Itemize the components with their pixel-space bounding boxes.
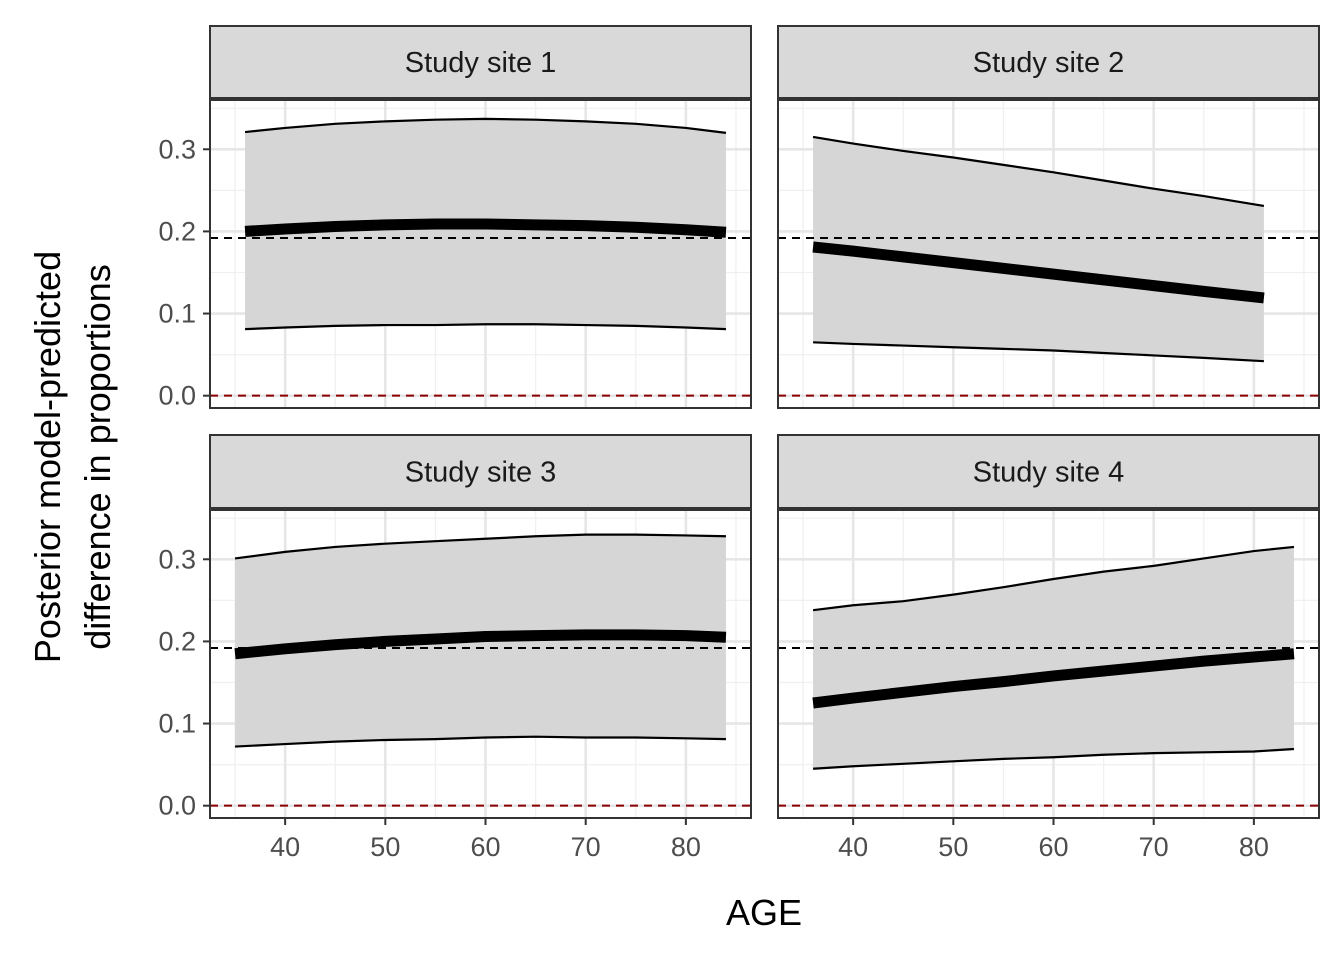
facet-strip	[777, 25, 1320, 99]
y-tick-label: 0.3	[158, 544, 196, 574]
y-axis-title-line-2: difference in proportions	[77, 264, 118, 650]
credible-interval-ribbon	[813, 546, 1294, 769]
facet-strip-label: Study site 2	[973, 47, 1125, 79]
facet-strip	[209, 25, 752, 99]
y-axis-title-line-1: Posterior model-predicted	[27, 251, 68, 663]
posterior-mean-line	[812, 241, 1265, 304]
x-tick-label: 60	[470, 832, 500, 862]
y-tick-label: 0.1	[158, 299, 196, 329]
x-tick-label: 40	[838, 832, 868, 862]
panel-border	[777, 509, 1320, 819]
credible-interval-ribbon	[813, 136, 1264, 362]
panel-border	[777, 99, 1320, 409]
y-tick-label: 0.2	[158, 626, 196, 656]
upper-bound-line	[812, 135, 1265, 208]
y-tick-label: 0.3	[158, 134, 196, 164]
panels-layer: Study site 1 Study site 2 Study site 3 Stud…	[209, 25, 1320, 819]
panel-1: Study site 1	[209, 25, 752, 409]
x-tick-label: 70	[1139, 832, 1169, 862]
facet-strip	[777, 434, 1320, 509]
x-tick-label: 80	[671, 832, 701, 862]
posterior-mean-line	[234, 629, 727, 660]
x-tick-label: 60	[1038, 832, 1068, 862]
y-tick-label: 0.2	[158, 216, 196, 246]
y-tick-label: 0.1	[158, 709, 196, 739]
upper-bound-line	[244, 117, 727, 134]
panel-4: Study site 4	[777, 434, 1320, 819]
panel-2: Study site 2	[777, 25, 1320, 409]
lower-bound-line	[812, 747, 1295, 770]
panel-border	[209, 509, 752, 819]
x-tick-label: 40	[270, 832, 300, 862]
x-tick-label: 80	[1239, 832, 1269, 862]
lower-bound-line	[813, 341, 1264, 363]
x-axis-title: AGE	[726, 892, 802, 933]
facet-strip-label: Study site 1	[405, 47, 557, 79]
x-tick-label: 50	[370, 832, 400, 862]
x-tick-label: 70	[571, 832, 601, 862]
facet-strip-label: Study site 3	[405, 457, 557, 489]
x-tick-label: 50	[938, 832, 968, 862]
facet-strip	[209, 434, 752, 509]
panel-border	[209, 99, 752, 409]
posterior-mean-line	[244, 218, 727, 238]
panel-3: Study site 3	[209, 434, 752, 819]
upper-bound-line	[812, 545, 1295, 612]
lower-bound-line	[234, 735, 726, 748]
axes-layer: 0.0 0.1 0.2 0.3 0.0 0.1 0.2 0.3 40 50 60 70 80 40 50 60…	[158, 134, 1268, 862]
lower-bound-line	[245, 323, 726, 331]
y-tick-label: 0.0	[158, 791, 196, 821]
upper-bound-line	[234, 533, 726, 560]
facet-strip-label: Study site 4	[973, 457, 1125, 489]
y-tick-label: 0.0	[158, 381, 196, 411]
posterior-mean-line	[812, 648, 1295, 709]
y-axis-title: Posterior model-predicted difference in …	[27, 251, 118, 663]
